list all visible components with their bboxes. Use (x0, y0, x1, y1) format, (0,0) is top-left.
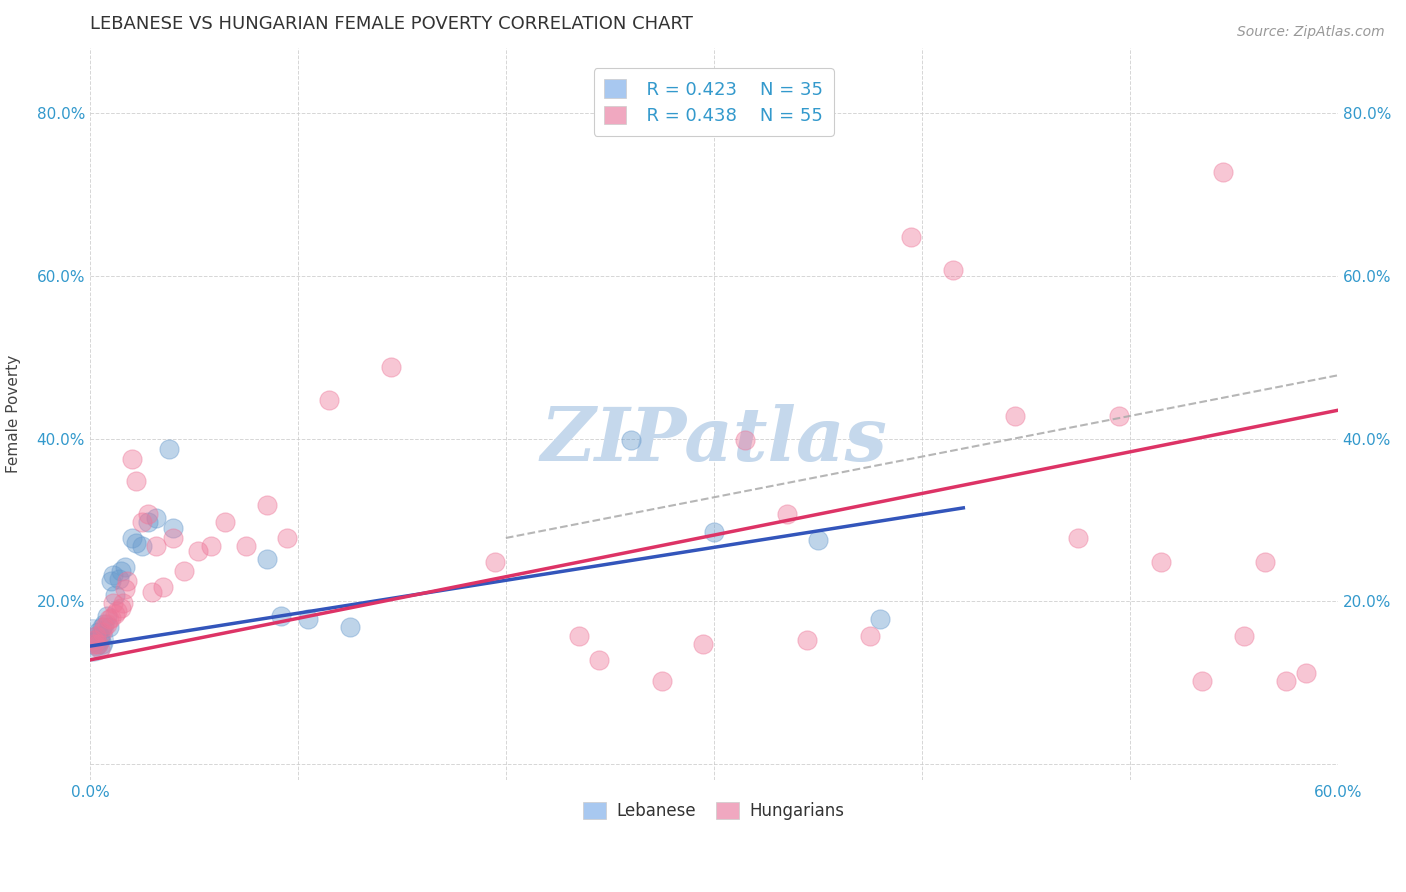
Point (734, 434, 756, 448)
Point (110, 564, 132, 578)
Point (91, 625, 114, 640)
Point (703, 525, 725, 540)
Point (796, 633, 818, 648)
Point (84, 629, 107, 643)
Point (87, 625, 110, 640)
Point (101, 568, 124, 582)
Point (101, 596, 124, 610)
Point (256, 499, 278, 513)
Point (270, 609, 292, 624)
Point (187, 544, 209, 558)
Point (141, 584, 163, 599)
Point (1108, 409, 1130, 423)
Point (125, 474, 148, 488)
Point (108, 572, 131, 586)
Point (89, 633, 111, 648)
Point (97, 620, 120, 634)
Point (80, 635, 103, 649)
Point (1212, 165, 1234, 179)
Point (859, 629, 882, 643)
Point (89, 629, 111, 643)
Point (80, 633, 103, 648)
Point (89, 641, 111, 656)
Point (100, 574, 122, 588)
Point (1004, 409, 1026, 423)
Y-axis label: Female Poverty: Female Poverty (6, 355, 21, 474)
Point (83, 637, 105, 651)
Point (110, 601, 132, 615)
Point (256, 552, 278, 566)
Point (380, 360, 402, 375)
Point (173, 564, 195, 578)
Point (775, 507, 797, 521)
Point (1150, 555, 1173, 569)
Point (235, 539, 257, 553)
Point (83, 633, 105, 648)
Point (318, 392, 340, 407)
Point (114, 560, 136, 574)
Point (87, 637, 110, 651)
Point (93, 617, 115, 632)
Point (96, 609, 118, 624)
Point (276, 531, 298, 545)
Point (297, 612, 319, 626)
Point (162, 521, 184, 535)
Point (125, 536, 148, 550)
Point (1254, 555, 1277, 569)
Point (651, 674, 673, 689)
Text: LEBANESE VS HUNGARIAN FEMALE POVERTY CORRELATION CHART: LEBANESE VS HUNGARIAN FEMALE POVERTY COR… (90, 15, 693, 33)
Point (1067, 531, 1090, 545)
Text: ZIPatlas: ZIPatlas (540, 404, 887, 476)
Point (588, 653, 610, 667)
Point (162, 531, 184, 545)
Point (157, 442, 180, 456)
Point (145, 511, 167, 525)
Point (692, 637, 714, 651)
Point (91, 620, 114, 634)
Point (1295, 665, 1317, 680)
Point (807, 533, 830, 548)
Text: Source: ZipAtlas.com: Source: ZipAtlas.com (1237, 25, 1385, 39)
Point (91, 637, 114, 651)
Point (1274, 674, 1296, 689)
Point (339, 620, 361, 634)
Point (112, 596, 135, 610)
Point (117, 574, 139, 588)
Point (93, 620, 115, 634)
Point (105, 604, 128, 618)
Point (568, 629, 591, 643)
Point (114, 582, 136, 597)
Point (1233, 629, 1256, 643)
Point (620, 434, 643, 448)
Point (869, 612, 891, 626)
Point (136, 515, 159, 529)
Point (84, 629, 107, 643)
Point (214, 515, 236, 529)
Point (87, 637, 110, 651)
Point (83, 637, 105, 651)
Point (104, 607, 127, 621)
Point (1191, 674, 1213, 689)
Point (104, 588, 127, 602)
Point (96, 617, 118, 632)
Point (121, 452, 143, 467)
Point (83, 633, 105, 648)
Point (121, 531, 143, 545)
Point (136, 507, 159, 521)
Point (100, 610, 122, 624)
Point (152, 580, 174, 594)
Point (145, 539, 167, 553)
Point (131, 515, 153, 529)
Legend: Lebanese, Hungarians: Lebanese, Hungarians (576, 796, 851, 827)
Point (131, 539, 153, 553)
Point (942, 262, 965, 277)
Point (84, 639, 107, 653)
Point (200, 539, 222, 553)
Point (97, 612, 120, 626)
Point (900, 230, 922, 244)
Point (484, 555, 506, 569)
